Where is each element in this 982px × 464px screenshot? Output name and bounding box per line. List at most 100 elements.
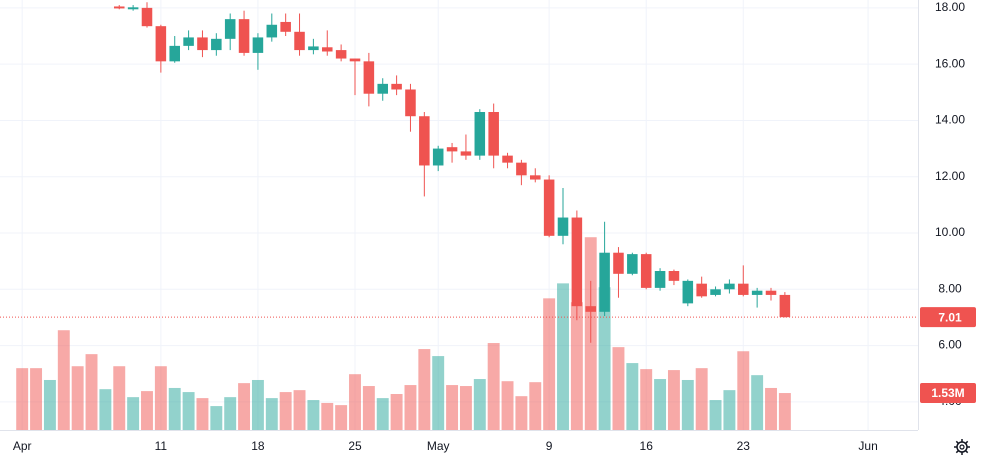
candle-body	[308, 46, 319, 51]
volume-layer	[16, 237, 791, 430]
candle-body	[724, 283, 735, 290]
volume-bar	[570, 302, 583, 430]
volume-bar	[598, 287, 611, 430]
candle-body	[516, 162, 527, 176]
x-tick-label: 16	[640, 439, 654, 453]
volume-bar	[626, 363, 639, 430]
volume-bar	[612, 347, 625, 430]
volume-bar	[376, 398, 389, 430]
y-tick-label: 8.00	[938, 281, 962, 295]
candle-body	[710, 289, 721, 295]
candle-body	[335, 50, 347, 59]
candle-body	[252, 37, 264, 53]
candle-body	[127, 7, 139, 10]
candle-body	[155, 26, 167, 62]
candle-body	[696, 283, 707, 297]
candle-body	[543, 179, 555, 236]
candle-body	[280, 21, 291, 32]
volume-bar	[418, 349, 431, 430]
candle-body	[779, 294, 791, 318]
last-price-box	[920, 307, 976, 328]
grid	[0, 0, 918, 430]
axes: 4.006.008.0010.0012.0014.0016.0018.00Apr…	[0, 0, 976, 453]
volume-bar	[390, 394, 403, 430]
volume-bar	[432, 356, 445, 430]
volume-bar	[765, 387, 777, 430]
volume-bar	[446, 385, 459, 430]
candle-body	[141, 7, 153, 27]
candle-body	[460, 151, 472, 156]
volume-bar	[113, 366, 126, 430]
candle-body	[502, 155, 513, 163]
volume-bar	[238, 383, 251, 430]
candle-body	[363, 61, 375, 94]
candle-body	[266, 24, 278, 38]
settings-icon[interactable]	[954, 439, 970, 455]
volume-bar	[99, 389, 112, 430]
last-volume-box	[920, 383, 976, 404]
candle-body	[640, 254, 652, 288]
volume-bar	[557, 283, 569, 430]
volume-bar	[681, 379, 694, 430]
volume-bar	[57, 330, 70, 430]
volume-bar	[349, 374, 361, 430]
volume-bar	[404, 385, 417, 430]
candle-body	[405, 89, 416, 117]
candle-body	[599, 252, 610, 312]
volume-bar	[778, 393, 791, 430]
volume-bar	[30, 368, 43, 430]
last-price-label: 7.01	[938, 310, 962, 324]
candle-body	[585, 306, 597, 312]
candle-body	[113, 6, 125, 9]
volume-bar	[501, 381, 514, 430]
candle-body	[238, 19, 250, 53]
candle-body	[529, 175, 541, 180]
candle-body	[654, 271, 666, 288]
volume-bar	[196, 398, 209, 430]
volume-bar	[265, 398, 278, 430]
candle-body	[197, 37, 208, 51]
candle-body	[391, 83, 402, 90]
volume-bar	[141, 391, 153, 430]
volume-bar	[293, 390, 306, 430]
candle-layer	[113, 2, 791, 343]
x-tick-label: May	[427, 439, 450, 453]
volume-bar	[127, 397, 140, 430]
volume-bar	[154, 366, 167, 430]
candle-body	[571, 217, 583, 307]
candle-body	[294, 31, 305, 51]
y-tick-label: 14.00	[935, 113, 965, 127]
volume-bar	[16, 368, 29, 430]
volume-bar	[210, 406, 223, 430]
y-tick-label: 16.00	[935, 56, 965, 70]
y-tick-label: 12.00	[935, 169, 965, 183]
volume-bar	[362, 386, 375, 430]
gear-center	[959, 444, 965, 450]
candle-body	[557, 217, 569, 236]
candle-body	[613, 252, 624, 274]
x-tick-label: 18	[251, 439, 265, 453]
candle-body	[224, 19, 236, 39]
candle-body	[474, 112, 486, 156]
volume-bar	[737, 351, 750, 430]
candle-body	[321, 47, 333, 52]
volume-bar	[43, 379, 56, 430]
volume-bar	[321, 402, 334, 430]
volume-bar	[473, 379, 486, 430]
volume-bar	[709, 400, 722, 430]
volume-bar	[515, 396, 528, 430]
candle-body	[419, 116, 430, 166]
x-tick-label: Jun	[858, 439, 877, 453]
y-tick-label: 10.00	[935, 225, 965, 239]
volume-bar	[224, 397, 237, 430]
volume-bar	[182, 392, 195, 430]
volume-bar	[335, 405, 348, 430]
x-tick-label: 23	[737, 439, 751, 453]
y-tick-label: 18.00	[935, 0, 965, 14]
volume-bar	[751, 375, 764, 430]
x-tick-label: 11	[155, 439, 168, 453]
candle-body	[211, 38, 222, 51]
volume-bar	[168, 387, 181, 430]
candle-body	[765, 290, 777, 295]
volume-bar	[695, 368, 708, 430]
